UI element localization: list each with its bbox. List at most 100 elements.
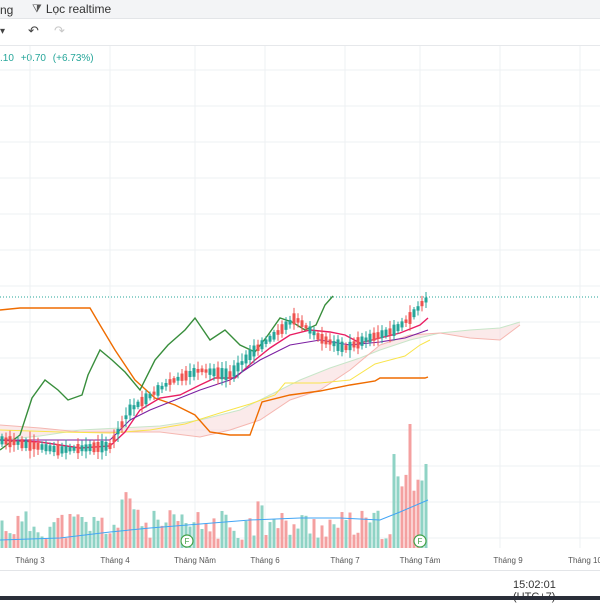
volume-bar: [160, 525, 164, 548]
volume-bar: [300, 515, 304, 548]
chart-footer: 15:02:01 (UTC+7): [0, 570, 600, 603]
chevron-down-icon[interactable]: ▾: [0, 26, 6, 37]
candle-body: [220, 368, 224, 380]
candle-body: [96, 442, 100, 452]
redo-icon[interactable]: ↷: [54, 23, 65, 38]
volume-bar: [0, 520, 4, 548]
candle-body: [48, 445, 52, 452]
candle-body: [304, 325, 308, 329]
candle-body: [412, 309, 416, 318]
event-marker-label: F: [185, 537, 190, 546]
realtime-filter-button[interactable]: ⧩ Lọc realtime: [32, 2, 111, 16]
candle-body: [236, 362, 240, 372]
candle-body: [52, 445, 56, 453]
candle-body: [184, 370, 188, 381]
candle-body: [192, 368, 196, 377]
candle-body: [356, 337, 360, 349]
volume-bar: [388, 534, 392, 548]
bottom-strip: [0, 596, 600, 600]
volume-bar: [408, 424, 412, 548]
candle-body: [260, 340, 264, 350]
volume-bar: [332, 524, 336, 548]
volume-bar: [104, 533, 108, 548]
volume-bar: [360, 510, 364, 548]
candle-body: [28, 439, 32, 451]
candle-body: [324, 336, 328, 345]
candle-body: [128, 404, 132, 416]
candle-body: [240, 361, 244, 365]
candle-body: [300, 320, 304, 327]
candle-body: [44, 444, 48, 452]
volume-bar: [348, 512, 352, 548]
volume-bar: [20, 521, 24, 548]
candle-body: [16, 441, 20, 445]
volume-bar: [228, 527, 232, 548]
x-axis-tick-label: Tháng 7: [330, 556, 360, 565]
price-chart[interactable]: F F Tháng 3 Tháng 4 Tháng Năm Tháng 6 Tháng 7 T…: [0, 46, 600, 570]
volume-bar: [172, 514, 176, 548]
candle-body: [32, 442, 36, 450]
volume-bar: [196, 512, 200, 548]
candle-body: [408, 312, 412, 324]
volume-bar: [344, 520, 348, 548]
candle-body: [56, 443, 60, 456]
candle-body: [232, 365, 236, 377]
volume-bar: [128, 498, 132, 548]
x-axis-tick-label: Tháng Tám: [400, 556, 441, 565]
candle-body: [188, 370, 192, 378]
candle-body: [100, 440, 104, 453]
volume-bar: [64, 538, 68, 548]
volume-bar: [376, 510, 380, 548]
price-change: +0.70: [20, 53, 46, 64]
candle-body: [328, 339, 332, 345]
volume-bar: [212, 518, 216, 548]
candle-body: [140, 396, 144, 407]
volume-bar: [168, 510, 172, 548]
candle-body: [396, 324, 400, 332]
candle-body: [88, 444, 92, 452]
volume-bar: [164, 522, 168, 548]
volume-bar: [96, 520, 100, 548]
candle-body: [144, 393, 148, 405]
volume-bar: [80, 517, 84, 548]
price-quote: .10 +0.70 (+6.73%): [0, 53, 98, 64]
volume-bar: [364, 517, 368, 548]
volume-bar: [88, 530, 92, 548]
candle-body: [296, 318, 300, 323]
volume-bar: [216, 538, 220, 548]
volume-bar: [176, 521, 180, 548]
candle-body: [116, 428, 120, 435]
candle-body: [120, 421, 124, 428]
candle-body: [400, 321, 404, 328]
volume-bar: [268, 522, 272, 548]
undo-icon[interactable]: ↶: [28, 23, 39, 38]
volume-bar: [380, 539, 384, 548]
price-value: .10: [0, 53, 14, 64]
tab-label-fragment[interactable]: ng: [0, 3, 14, 17]
volume-bar: [204, 523, 208, 548]
x-axis-tick-label: Tháng 4: [100, 556, 130, 565]
volume-bar: [44, 538, 48, 548]
candle-body: [364, 337, 368, 342]
chart-svg[interactable]: F F Tháng 3 Tháng 4 Tháng Năm Tháng 6 Tháng 7 T…: [0, 46, 600, 570]
volume-bar: [132, 509, 136, 548]
volume-bar: [24, 511, 28, 548]
candle-body: [20, 439, 24, 449]
candle-body: [276, 330, 280, 335]
volume-bar: [320, 525, 324, 548]
volume-bar: [276, 528, 280, 548]
volume-bar: [156, 519, 160, 548]
candle-body: [72, 446, 76, 451]
volume-bar: [340, 512, 344, 548]
volume-bar: [8, 533, 12, 548]
x-axis-tick-label: Tháng 6: [250, 556, 280, 565]
volume-bar: [72, 516, 76, 548]
volume-bar: [372, 512, 376, 548]
volume-bar: [240, 539, 244, 548]
volume-bar: [416, 479, 420, 548]
candle-body: [136, 401, 140, 408]
candle-body: [372, 332, 376, 341]
candle-body: [316, 333, 320, 340]
candle-body: [336, 339, 340, 351]
volume-bar: [352, 534, 356, 548]
